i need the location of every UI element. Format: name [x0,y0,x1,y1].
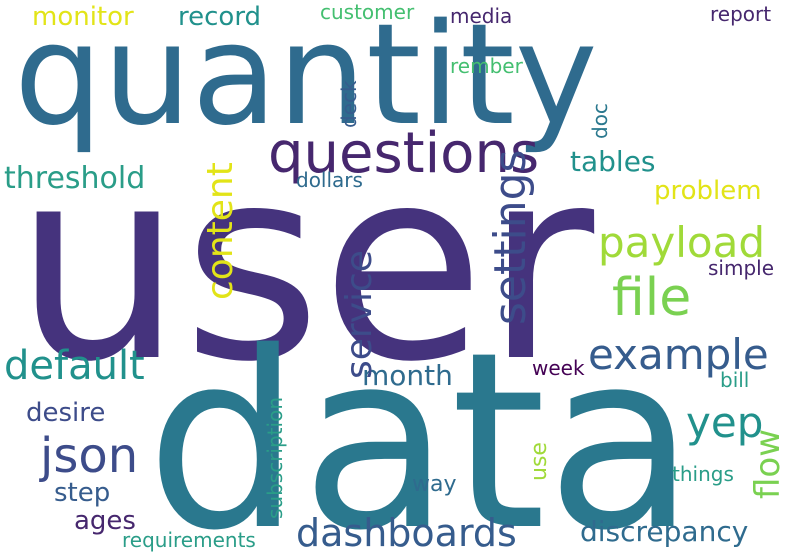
word-media: media [450,4,513,28]
word-desire: desire [26,398,106,428]
word-problem: problem [654,176,762,206]
word-subscription: subscription [263,397,287,519]
word-payload: payload [598,218,766,267]
word-customer: customer [320,0,415,24]
word-threshold: threshold [4,161,146,196]
word-default: default [4,343,145,389]
word-use: use [527,442,552,481]
word-service: service [339,250,380,379]
word-data: data [146,300,696,560]
word-doc: doc [588,103,612,139]
word-example: example [588,330,769,379]
word-step: step [54,478,111,508]
word-week: week [532,356,585,380]
word-flow: flow [748,428,788,499]
word-file: file [612,268,692,328]
word-requirements: requirements [122,528,256,552]
word-record: record [178,2,262,32]
word-report: report [710,2,772,26]
word-simple: simple [708,256,775,280]
word-user: user [14,110,595,420]
word-discrepancy: discrepancy [580,515,749,548]
word-quantity: quantity [14,0,598,157]
word-monitor: monitor [32,2,134,32]
word-questions: questions [268,121,540,186]
word-things: things [672,462,734,486]
word-content: content [200,162,241,300]
word-yep: yep [686,398,764,447]
word-ages: ages [74,506,136,536]
word-tables: tables [570,145,656,178]
word-rember: rember [450,54,523,78]
word-dollars: dollars [296,168,363,192]
word-settings: settings [485,149,536,325]
word-deck: deck [337,80,361,128]
word-json: json [40,428,139,484]
word-month: month [362,359,453,392]
word-way: way [412,472,457,497]
word-bill: bill [720,368,750,392]
word-dashboards: dashboards [296,511,517,555]
